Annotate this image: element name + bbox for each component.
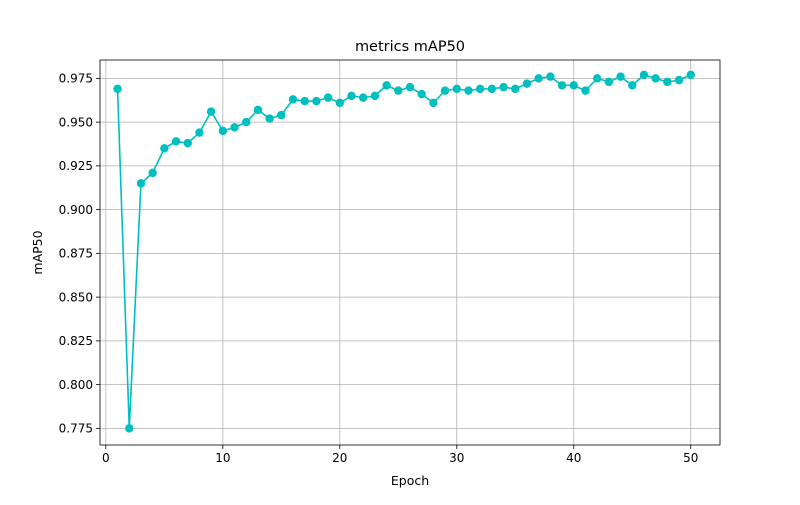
y-tick-label: 0.825 bbox=[59, 334, 93, 348]
data-point bbox=[323, 93, 333, 102]
data-point bbox=[686, 70, 695, 80]
x-axis: 0 10 20 30 40 50 bbox=[102, 445, 698, 465]
data-point bbox=[569, 81, 578, 90]
data-point bbox=[312, 96, 321, 106]
data-point bbox=[335, 98, 345, 108]
data-point bbox=[277, 110, 286, 120]
data-point bbox=[534, 74, 543, 83]
data-point bbox=[195, 128, 204, 137]
x-tick-label: 10 bbox=[215, 451, 230, 465]
data-point bbox=[429, 98, 438, 108]
data-point bbox=[359, 93, 368, 102]
data-point bbox=[382, 81, 391, 90]
data-point bbox=[639, 70, 649, 80]
data-point bbox=[499, 82, 508, 92]
y-tick-label: 0.950 bbox=[59, 115, 93, 129]
data-point bbox=[616, 72, 625, 81]
y-axis-label: mAP50 bbox=[30, 230, 45, 274]
data-point bbox=[651, 74, 660, 83]
y-tick-label: 0.925 bbox=[59, 159, 93, 173]
data-point bbox=[628, 81, 637, 90]
data-point bbox=[171, 137, 181, 146]
x-tick-label: 40 bbox=[566, 451, 581, 465]
data-point bbox=[183, 138, 192, 148]
grid bbox=[100, 60, 720, 445]
data-point bbox=[405, 82, 415, 92]
data-point bbox=[592, 74, 602, 83]
data-point bbox=[546, 72, 555, 81]
x-tick-label: 20 bbox=[332, 451, 347, 465]
data-point bbox=[288, 95, 298, 104]
data-point bbox=[300, 96, 309, 106]
data-point bbox=[581, 86, 590, 95]
y-tick-label: 0.850 bbox=[59, 290, 93, 304]
y-tick-label: 0.875 bbox=[59, 247, 93, 261]
data-point bbox=[487, 84, 497, 94]
chart-title: metrics mAP50 bbox=[355, 39, 465, 55]
data-point bbox=[417, 89, 426, 99]
x-tick-label: 50 bbox=[683, 451, 698, 465]
y-tick-label: 0.900 bbox=[59, 203, 93, 217]
data-point bbox=[347, 91, 356, 101]
data-point bbox=[370, 91, 380, 101]
data-point bbox=[242, 117, 251, 127]
data-point bbox=[394, 86, 403, 95]
data-point bbox=[674, 75, 684, 85]
data-point bbox=[160, 144, 169, 153]
data-point bbox=[136, 179, 146, 188]
data-point bbox=[452, 84, 461, 94]
data-point bbox=[511, 84, 520, 94]
data-point bbox=[440, 86, 450, 95]
data-point bbox=[604, 77, 614, 87]
data-point bbox=[522, 79, 532, 88]
data-point bbox=[464, 86, 473, 95]
data-point bbox=[125, 424, 134, 433]
y-tick-label: 0.975 bbox=[59, 72, 93, 86]
data-point bbox=[148, 168, 157, 178]
y-axis: 0.775 0.800 0.825 0.850 0.875 0.900 0.925 0.950… bbox=[59, 72, 100, 436]
y-tick-label: 0.800 bbox=[59, 378, 93, 392]
data-point bbox=[265, 114, 274, 123]
data-point bbox=[663, 77, 672, 87]
data-point bbox=[113, 84, 122, 94]
data-point bbox=[557, 81, 567, 90]
plot-frame bbox=[99, 59, 721, 446]
x-axis-label: Epoch bbox=[391, 473, 429, 488]
data-point bbox=[218, 126, 228, 136]
series-line bbox=[116, 74, 692, 430]
x-tick-label: 30 bbox=[449, 451, 464, 465]
y-tick-label: 0.775 bbox=[59, 422, 93, 436]
data-point bbox=[206, 107, 216, 116]
x-tick-label: 0 bbox=[102, 451, 110, 465]
series-mAP50 bbox=[113, 70, 695, 433]
data-point bbox=[230, 123, 239, 132]
data-point bbox=[475, 84, 485, 94]
data-point bbox=[253, 105, 263, 115]
